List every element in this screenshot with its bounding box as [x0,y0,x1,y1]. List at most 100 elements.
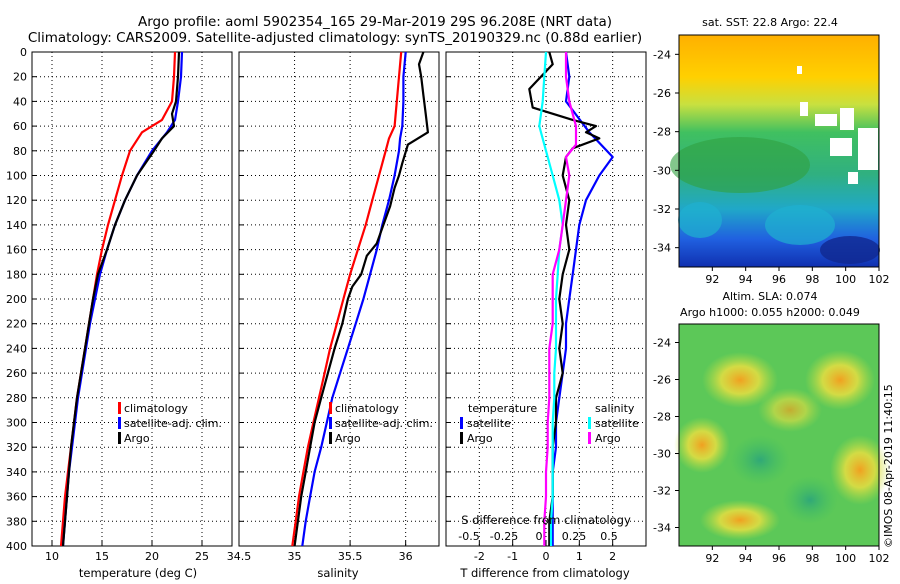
depth-tick-label: 300 [6,417,27,430]
depth-tick-label: 180 [6,268,27,281]
legend-title-temperature: temperature [468,402,537,415]
header-line-2: Climatology: CARS2009. Satellite-adjuste… [28,30,642,46]
lat-tick-label: -28 [653,126,671,139]
salinity-legend: climatology satellite-adj. clim. Argo [329,402,433,445]
depth-tick-label: 220 [6,318,27,331]
x-tick-label: 25 [195,550,209,563]
legend-swatch-t-argo [460,432,463,444]
lat-tick-label: -30 [653,448,671,461]
lat-tick-label: -30 [653,164,671,177]
difference-plot: -2 -1 0 1 2 -0.5 -0.25 0 0.25 0.5 [446,51,646,563]
lon-tick-label: 102 [869,552,890,565]
legend-swatch-t-satellite [460,417,463,429]
sst-cloud-mask [830,138,852,156]
depth-tick-label: 380 [6,515,27,528]
series-line-climatology [291,51,403,547]
sla-high-blob [830,435,890,505]
legend-swatch-climatology [118,402,121,414]
x-tick-label: 0 [543,550,550,563]
depth-tick-label: 80 [13,145,27,158]
legend-label-t-satellite: satellite [467,417,511,430]
lon-tick-label: 96 [772,552,786,565]
sla-map-title-2: Argo h1000: 0.055 h2000: 0.049 [680,306,860,319]
lon-tick-label: 100 [835,273,856,286]
legend-swatch-satellite [329,417,332,429]
sst-cyan-patch [765,205,835,245]
header-line-1: Argo profile: aoml 5902354_165 29-Mar-20… [138,14,612,30]
series-line-salinity-argo [543,52,578,546]
depth-tick-label: 360 [6,491,27,504]
difference-legend: temperature satellite Argo salinity sate… [460,402,639,445]
sst-green-patch [670,137,810,193]
x-tick-label: 35.5 [338,550,363,563]
sla-map [674,323,890,547]
lon-tick-label: 92 [705,273,719,286]
legend-label-satellite: satellite-adj. clim. [335,417,433,430]
sst-cyan-patch [678,202,722,238]
salinity-x-label: salinity [317,566,358,580]
lon-tick-label: 94 [739,552,753,565]
x-tick-label: 35 [288,550,302,563]
s-difference-tick-label: 0.5 [600,530,618,543]
depth-tick-label: 160 [6,244,27,257]
lat-tick-label: -26 [653,374,671,387]
depth-tick-label: 280 [6,392,27,405]
sst-cloud-mask [797,66,802,74]
depth-tick-label: 40 [13,95,27,108]
sst-map-axes: -24 -26 -28 -30 -32 -34 92 94 96 98 100 102 [653,48,889,286]
salinity-plot: 34.5 35 35.5 36 [227,51,439,563]
lon-tick-label: 98 [805,552,819,565]
x-tick-label: 2 [609,550,616,563]
legend-swatch-satellite [118,417,121,429]
t-difference-x-label: T difference from climatology [459,566,630,580]
x-tick-label: 10 [45,550,59,563]
legend-label-s-argo: Argo [595,432,621,445]
series-line-satellite-adj-clim- [301,51,407,547]
lon-tick-label: 102 [869,273,890,286]
sst-cloud-mask [800,102,808,116]
depth-tick-label: 340 [6,466,27,479]
sst-cloud-mask [815,114,837,126]
x-tick-label: 20 [145,550,159,563]
legend-label-satellite: satellite-adj. clim. [124,417,222,430]
series-line-salinity-satellite [538,51,564,546]
series-line-argo [61,51,181,547]
legend-label-argo: Argo [335,432,361,445]
depth-tick-label: 200 [6,293,27,306]
depth-tick-label: 20 [13,71,27,84]
depth-tick-label: 120 [6,194,27,207]
temperature-x-label: temperature (deg C) [79,566,197,580]
legend-title-salinity: salinity [595,402,635,415]
s-difference-tick-label: -0.25 [490,530,518,543]
sla-high-blob [700,500,780,540]
lon-tick-label: 98 [805,273,819,286]
legend-swatch-s-argo [588,432,591,444]
sla-map-axes: -24 -26 -28 -30 -32 -34 92 94 96 98 100 102 [653,337,889,566]
lat-tick-label: -34 [653,242,671,255]
s-difference-tick-label: -0.5 [458,530,479,543]
sst-cloud-mask [848,172,858,184]
temperature-legend: climatology satellite-adj. clim. Argo [118,402,222,445]
lat-tick-label: -24 [653,337,671,350]
sla-high-blob [805,350,875,410]
legend-label-climatology: climatology [335,402,399,415]
lat-tick-label: -34 [653,522,671,535]
x-tick-label: 36 [399,550,413,563]
series-line-climatology [59,51,177,547]
lat-tick-label: -32 [653,203,671,216]
sst-map-title: sat. SST: 22.8 Argo: 22.4 [702,16,838,29]
depth-tick-label: 320 [6,441,27,454]
series-line-argo [293,51,429,547]
legend-label-climatology: climatology [124,402,188,415]
depth-tick-label: 240 [6,342,27,355]
sst-dark-patch [820,236,880,264]
depth-tick-label: 400 [6,540,27,553]
temperature-plot: 10 15 20 25 [32,51,232,563]
depth-axis: 0 20 40 60 80 100 120 140 160 180 200 220 240 260 280 3… [6,46,27,553]
lat-tick-label: -32 [653,485,671,498]
sst-map [670,34,880,268]
sla-high-blob [702,352,778,408]
lon-tick-label: 92 [705,552,719,565]
sst-cloud-mask [840,108,854,130]
